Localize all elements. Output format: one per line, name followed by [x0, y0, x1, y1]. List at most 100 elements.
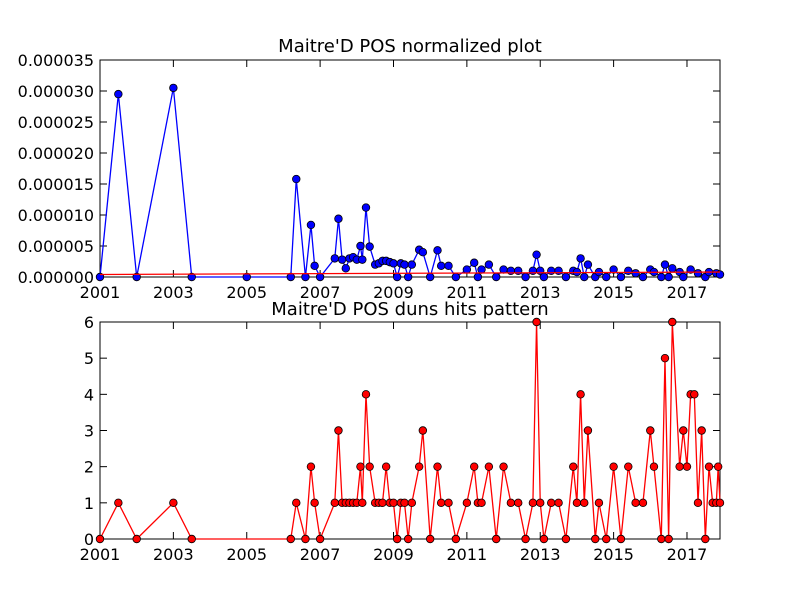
- data-point: [690, 390, 699, 399]
- duns-hits-plot: Maitre'D POS duns hits pattern 0 1 2 3 4 5 6 2…: [80, 299, 725, 564]
- data-point: [306, 462, 316, 471]
- data-point: [616, 272, 626, 282]
- data-point: [609, 265, 618, 274]
- data-point: [418, 426, 428, 435]
- data-point: [547, 498, 556, 508]
- data-point: [521, 534, 530, 544]
- data-point: [664, 534, 673, 544]
- data-point: [473, 272, 483, 282]
- data-point: [506, 498, 516, 508]
- data-point: [310, 261, 319, 271]
- data-point: [462, 265, 472, 274]
- data-point: [693, 498, 703, 508]
- data-point: [657, 272, 666, 282]
- data-point: [292, 498, 301, 508]
- x-tick-label: 2001: [80, 545, 121, 564]
- data-point: [704, 462, 714, 471]
- y-tick-label: 1: [84, 494, 94, 513]
- data-point: [697, 426, 706, 435]
- data-point: [356, 462, 365, 471]
- data-point: [668, 264, 677, 273]
- y-tick-label: 0.000025: [18, 113, 94, 132]
- series-line: [99, 271, 721, 276]
- data-point: [330, 498, 339, 508]
- x-tick-label: 2005: [226, 545, 267, 564]
- data-point: [664, 272, 673, 282]
- chart-title: Maitre'D POS normalized plot: [278, 36, 542, 57]
- data-point: [95, 534, 105, 544]
- data-point: [521, 272, 530, 282]
- data-point: [713, 462, 723, 471]
- y-tick-label: 0.000015: [18, 175, 94, 194]
- data-point: [631, 269, 640, 278]
- data-point: [539, 534, 549, 544]
- y-tick-label: 2: [84, 458, 94, 477]
- data-point: [638, 498, 648, 508]
- y-tick-label: 0.000035: [18, 51, 94, 70]
- data-point: [403, 534, 413, 544]
- data-point: [451, 534, 461, 544]
- data-point: [679, 272, 688, 282]
- y-tick-label: 4: [84, 385, 94, 404]
- data-point: [554, 266, 563, 275]
- data-point: [361, 390, 371, 399]
- data-point: [451, 272, 461, 282]
- data-point: [315, 534, 325, 544]
- y-tick-label: 0.000005: [18, 237, 94, 256]
- x-tick-label: 2003: [153, 545, 194, 564]
- data-point: [624, 266, 633, 275]
- y-tick-label: 5: [84, 349, 94, 368]
- x-tick-label: 2011: [447, 283, 488, 302]
- data-point: [492, 534, 501, 544]
- data-point: [330, 254, 339, 263]
- data-point: [532, 317, 541, 327]
- data-point: [657, 534, 666, 544]
- x-tick-label: 2001: [80, 283, 121, 302]
- data-point: [187, 272, 196, 282]
- data-point: [701, 534, 710, 544]
- data-point: [132, 534, 141, 544]
- data-point: [462, 498, 472, 508]
- data-point: [356, 241, 365, 251]
- data-point: [576, 254, 585, 263]
- data-point: [602, 534, 611, 544]
- x-tick-label: 2013: [520, 545, 561, 564]
- y-tick-label: 0: [84, 530, 94, 549]
- chart-title: Maitre'D POS duns hits pattern: [271, 299, 548, 320]
- data-point: [389, 498, 398, 508]
- data-point: [561, 534, 571, 544]
- y-axis: 0.000000 0.000005 0.000010 0.000015 0.000020…: [18, 51, 720, 287]
- data-point: [686, 265, 695, 274]
- x-tick-label: 2005: [226, 283, 267, 302]
- data-point: [580, 272, 589, 282]
- data-point: [425, 272, 435, 282]
- data-point: [389, 259, 398, 268]
- data-point: [638, 272, 648, 282]
- y-tick-label: 3: [84, 422, 94, 441]
- data-point: [499, 462, 508, 471]
- data-point: [616, 534, 626, 544]
- y-tick-label: 0.000000: [18, 268, 94, 287]
- x-axis: 2001 2003 2005 2007 2009 2011 2013 2015 2017: [80, 60, 708, 302]
- x-tick-label: 2015: [593, 545, 634, 564]
- x-tick-label: 2013: [520, 283, 561, 302]
- data-point: [301, 534, 310, 544]
- data-point: [602, 272, 611, 282]
- data-point: [554, 498, 563, 508]
- data-point: [169, 498, 178, 508]
- data-point: [477, 265, 486, 274]
- data-point: [668, 317, 677, 327]
- x-tick-label: 2009: [373, 545, 414, 564]
- data-point: [624, 462, 633, 471]
- x-tick-label: 2015: [593, 283, 634, 302]
- data-point: [539, 272, 549, 282]
- data-point: [660, 353, 670, 363]
- data-point: [532, 250, 541, 259]
- data-point: [594, 498, 604, 508]
- data-point: [365, 462, 374, 471]
- data-point: [242, 272, 251, 282]
- x-tick-label: 2017: [667, 283, 708, 302]
- data-point: [334, 214, 343, 223]
- data-point: [444, 498, 453, 508]
- series-group: [95, 317, 725, 544]
